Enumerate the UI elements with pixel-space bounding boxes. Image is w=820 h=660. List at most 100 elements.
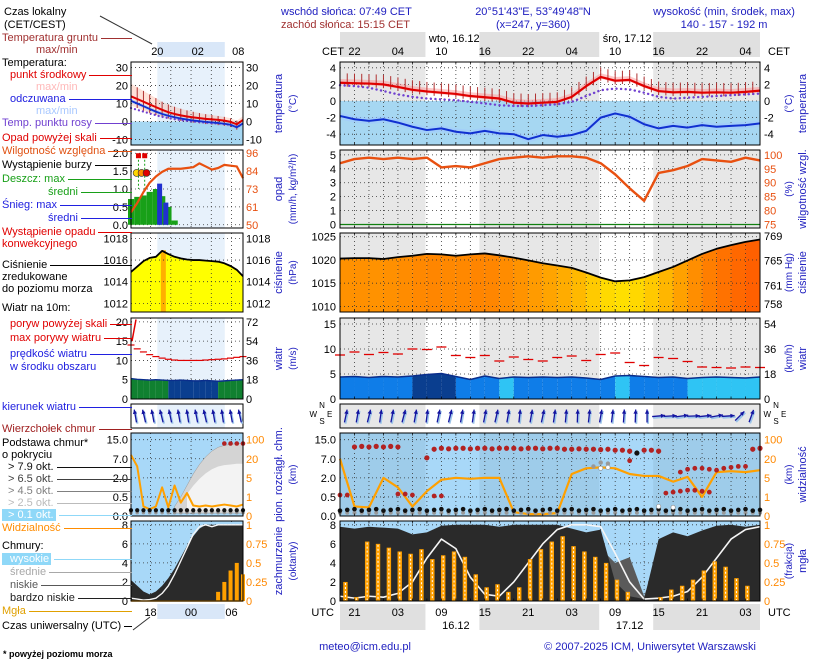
svg-text:0: 0 (330, 96, 336, 108)
svg-text:2: 2 (122, 577, 128, 589)
svg-text:zachmurzenie: zachmurzenie (273, 527, 285, 595)
svg-text:5: 5 (330, 150, 336, 162)
legend-item: w środku obszaru (10, 361, 97, 373)
coords-text: 20°51'43"E, 53°49'48"N (475, 6, 591, 18)
legend-item: bardzo niskie (2, 592, 132, 604)
email-link[interactable]: meteo@icm.edu.pl (319, 641, 411, 653)
local-time-line2: (CET/CEST) (4, 19, 66, 31)
sunset-text: zachód słońca: 15:15 CET (281, 19, 411, 31)
svg-text:(%): (%) (784, 181, 795, 197)
svg-text:18: 18 (764, 369, 776, 381)
svg-text:20: 20 (764, 454, 776, 466)
svg-text:18: 18 (144, 607, 156, 619)
svg-text:15: 15 (116, 336, 128, 348)
panel-clouds-main: 15.0 7.0 2.0 0.5 0.0 100 20 5 1 0 pion. rozciągł. … (273, 427, 809, 523)
legend-item: Śnieg: max (2, 199, 132, 211)
svg-text:mgła: mgła (797, 548, 809, 573)
legend-item: średni (2, 186, 132, 198)
svg-text:4: 4 (330, 63, 336, 75)
svg-text:1010: 1010 (312, 301, 336, 313)
svg-text:761: 761 (764, 281, 782, 293)
svg-text:0: 0 (246, 511, 252, 523)
svg-text:90: 90 (764, 178, 776, 190)
svg-text:1012: 1012 (104, 298, 128, 310)
legend-item: zredukowane (2, 271, 68, 283)
panel-humidity-main: 5 4 3 2 1 0 100 95 90 85 80 75 opad (mm/h, kg/m²/h) (%… (273, 149, 809, 231)
legend-item: max/min (36, 81, 78, 93)
legend-item: > 0.1 okt. (2, 509, 132, 521)
svg-text:100: 100 (764, 150, 782, 162)
sun-times: wschód słońca: 07:49 CET zachód słońca: … (281, 6, 412, 32)
svg-text:6: 6 (330, 539, 336, 551)
location-coords: 20°51'43"E, 53°49'48"N (x=247, y=360) (428, 6, 638, 32)
svg-text:0.75: 0.75 (764, 539, 785, 551)
svg-text:36: 36 (764, 344, 776, 356)
svg-text:4: 4 (122, 558, 128, 570)
panel-winddir-mini (130, 403, 244, 429)
svg-text:20: 20 (151, 46, 163, 58)
svg-text:22: 22 (696, 46, 708, 58)
legend-item: punkt środkowy (2, 69, 132, 81)
svg-text:72: 72 (246, 317, 258, 329)
svg-text:(km): (km) (288, 465, 299, 485)
svg-text:765: 765 (764, 256, 782, 268)
svg-text:2: 2 (330, 79, 336, 91)
svg-text:0: 0 (764, 394, 770, 406)
svg-text:UTC: UTC (311, 607, 334, 619)
svg-text:36: 36 (246, 355, 258, 367)
svg-text:769: 769 (764, 231, 782, 243)
svg-text:15: 15 (652, 607, 664, 619)
svg-text:15.0: 15.0 (315, 435, 336, 447)
svg-text:80: 80 (764, 206, 776, 218)
svg-text:1: 1 (246, 520, 252, 532)
svg-text:02: 02 (192, 46, 204, 58)
svg-text:0: 0 (330, 394, 336, 406)
svg-text:1012: 1012 (246, 298, 270, 310)
svg-text:-4: -4 (326, 129, 336, 141)
legend-item: > 2.5 okt. (2, 497, 132, 509)
svg-text:0: 0 (246, 117, 252, 129)
svg-text:2: 2 (764, 79, 770, 91)
svg-text:1016: 1016 (104, 255, 128, 267)
svg-text:6: 6 (122, 539, 128, 551)
svg-text:(m/s): (m/s) (288, 347, 299, 370)
svg-text:E: E (781, 410, 786, 419)
svg-text:15: 15 (324, 319, 336, 331)
svg-text:8: 8 (122, 520, 128, 532)
svg-text:S: S (319, 417, 324, 426)
svg-text:2: 2 (330, 192, 336, 204)
svg-text:(frakcja): (frakcja) (784, 543, 795, 579)
legend-item: prędkość wiatru (2, 348, 132, 360)
svg-text:0: 0 (246, 394, 252, 406)
svg-text:0.0: 0.0 (113, 220, 128, 232)
svg-text:100: 100 (246, 435, 264, 447)
svg-text:1016: 1016 (246, 255, 270, 267)
svg-text:0: 0 (764, 96, 770, 108)
legend-item: Mgła (2, 605, 132, 617)
svg-text:10: 10 (435, 46, 447, 58)
svg-text:16: 16 (479, 46, 491, 58)
svg-text:06: 06 (225, 607, 237, 619)
altitude-info: wysokość (min, środek, max) 140 - 157 - … (630, 6, 818, 32)
svg-text:09: 09 (609, 607, 621, 619)
legend-item: max/min (36, 44, 78, 56)
svg-text:03: 03 (392, 607, 404, 619)
legend-item: Temperatura: (2, 57, 67, 69)
svg-text:0.5: 0.5 (321, 492, 336, 504)
svg-text:17.12: 17.12 (616, 620, 644, 632)
svg-text:-2: -2 (326, 113, 336, 125)
svg-text:84: 84 (246, 166, 258, 178)
svg-text:1: 1 (330, 206, 336, 218)
svg-text:04: 04 (566, 46, 578, 58)
svg-text:N: N (319, 401, 325, 410)
svg-text:758: 758 (764, 299, 782, 311)
panel-pressure-mini: 1018 1016 1014 1012 1018 1016 1014 1012 (104, 232, 270, 313)
legend-item: wysokie (2, 553, 132, 565)
